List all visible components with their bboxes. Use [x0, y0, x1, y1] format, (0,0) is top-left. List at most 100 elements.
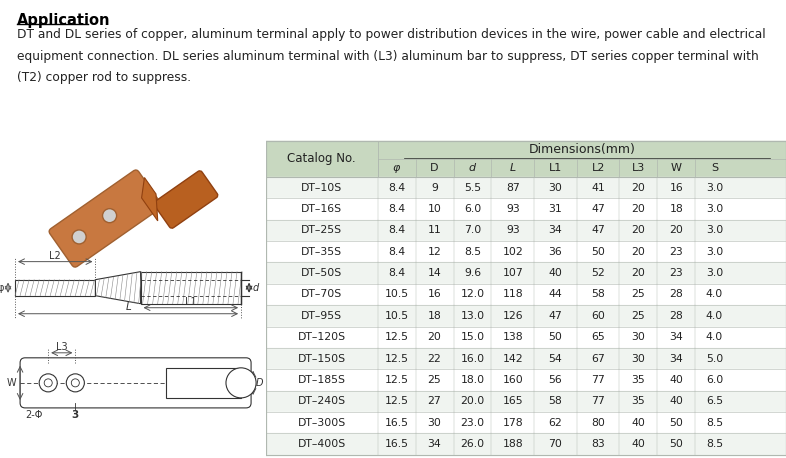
Text: 50: 50 — [670, 418, 683, 428]
Text: L3: L3 — [632, 163, 645, 173]
Text: 8.5: 8.5 — [464, 247, 481, 257]
Circle shape — [72, 379, 79, 387]
Text: 40: 40 — [631, 418, 645, 428]
Circle shape — [226, 368, 256, 398]
Text: D: D — [430, 163, 439, 173]
Text: 58: 58 — [549, 396, 562, 406]
Text: 8.4: 8.4 — [388, 268, 405, 278]
Text: 165: 165 — [502, 396, 523, 406]
Text: 11: 11 — [428, 225, 442, 235]
Text: 47: 47 — [591, 204, 605, 214]
Text: DT–16S: DT–16S — [301, 204, 342, 214]
Bar — [266, 369, 786, 391]
Text: DT and DL series of copper, aluminum terminal apply to power distribution device: DT and DL series of copper, aluminum ter… — [17, 27, 766, 41]
Text: 58: 58 — [591, 289, 605, 300]
Text: 10.5: 10.5 — [384, 311, 409, 321]
Text: 27: 27 — [428, 396, 442, 406]
Text: 87: 87 — [506, 183, 520, 193]
Text: equipment connection. DL series aluminum terminal with (L3) aluminum bar to supp: equipment connection. DL series aluminum… — [17, 49, 759, 63]
Circle shape — [39, 374, 57, 392]
Text: 3.0: 3.0 — [706, 268, 723, 278]
Text: 15.0: 15.0 — [461, 332, 484, 342]
Text: 40: 40 — [670, 375, 683, 385]
Text: φ: φ — [393, 163, 400, 173]
Text: 6.0: 6.0 — [464, 204, 481, 214]
Text: 47: 47 — [591, 225, 605, 235]
Bar — [266, 348, 786, 369]
Text: 5.0: 5.0 — [706, 354, 723, 364]
Text: L1: L1 — [549, 163, 562, 173]
Polygon shape — [95, 272, 141, 304]
Bar — [141, 272, 241, 304]
Text: 9: 9 — [431, 183, 438, 193]
Text: 30: 30 — [428, 418, 442, 428]
Text: 23.0: 23.0 — [461, 418, 484, 428]
Text: 31: 31 — [549, 204, 562, 214]
Text: 8.5: 8.5 — [706, 418, 723, 428]
Text: 30: 30 — [631, 332, 645, 342]
Text: 12.5: 12.5 — [384, 332, 409, 342]
Text: S: S — [711, 163, 718, 173]
Text: Application: Application — [17, 12, 111, 27]
Text: 107: 107 — [502, 268, 523, 278]
Text: L2: L2 — [50, 251, 61, 261]
Polygon shape — [141, 178, 158, 221]
Text: 26.0: 26.0 — [461, 439, 484, 449]
Bar — [266, 391, 786, 412]
Text: 160: 160 — [502, 375, 523, 385]
Text: 54: 54 — [549, 354, 562, 364]
Text: 5.5: 5.5 — [464, 183, 481, 193]
Text: 44: 44 — [549, 289, 562, 300]
Text: 13.0: 13.0 — [461, 311, 484, 321]
Text: DT–185S: DT–185S — [298, 375, 346, 385]
Text: 3.0: 3.0 — [706, 204, 723, 214]
Text: 20: 20 — [631, 204, 645, 214]
Bar — [266, 412, 786, 433]
Text: DT–35S: DT–35S — [301, 247, 342, 257]
Text: 8.4: 8.4 — [388, 247, 405, 257]
Bar — [266, 327, 786, 348]
Text: 23: 23 — [670, 268, 683, 278]
Circle shape — [72, 230, 86, 244]
Text: DT–150S: DT–150S — [298, 354, 346, 364]
Text: DT–25S: DT–25S — [301, 225, 342, 235]
Text: 3.0: 3.0 — [706, 183, 723, 193]
Text: 34: 34 — [670, 332, 683, 342]
Bar — [266, 220, 786, 241]
Text: 83: 83 — [591, 439, 605, 449]
Text: 40: 40 — [670, 396, 683, 406]
Text: 4.0: 4.0 — [706, 311, 723, 321]
Text: D: D — [256, 378, 263, 388]
Text: 35: 35 — [632, 375, 645, 385]
Text: 28: 28 — [670, 311, 683, 321]
Text: 16.5: 16.5 — [384, 439, 409, 449]
Text: 12: 12 — [428, 247, 442, 257]
Text: (T2) copper rod to suppress.: (T2) copper rod to suppress. — [17, 71, 192, 84]
Text: 28: 28 — [670, 289, 683, 300]
Text: 20: 20 — [670, 225, 683, 235]
Circle shape — [66, 374, 84, 392]
Text: 126: 126 — [502, 311, 523, 321]
Text: L2: L2 — [592, 163, 605, 173]
Bar — [266, 433, 786, 455]
Text: 77: 77 — [591, 375, 605, 385]
Text: 18.0: 18.0 — [461, 375, 484, 385]
Text: Dimensions(mm): Dimensions(mm) — [528, 143, 635, 156]
Text: 70: 70 — [549, 439, 563, 449]
Bar — [266, 241, 786, 262]
Text: 14: 14 — [428, 268, 442, 278]
Text: 34: 34 — [428, 439, 442, 449]
Text: 12.5: 12.5 — [384, 354, 409, 364]
Text: 40: 40 — [631, 439, 645, 449]
Text: 25: 25 — [632, 311, 645, 321]
Text: L: L — [509, 163, 516, 173]
Text: 20: 20 — [631, 268, 645, 278]
Text: 56: 56 — [549, 375, 562, 385]
Text: 6.5: 6.5 — [706, 396, 723, 406]
Text: 9.6: 9.6 — [464, 268, 481, 278]
Text: 16: 16 — [670, 183, 683, 193]
Text: 7.0: 7.0 — [464, 225, 481, 235]
Text: L: L — [126, 302, 131, 312]
Text: 25: 25 — [632, 289, 645, 300]
FancyBboxPatch shape — [20, 358, 251, 408]
